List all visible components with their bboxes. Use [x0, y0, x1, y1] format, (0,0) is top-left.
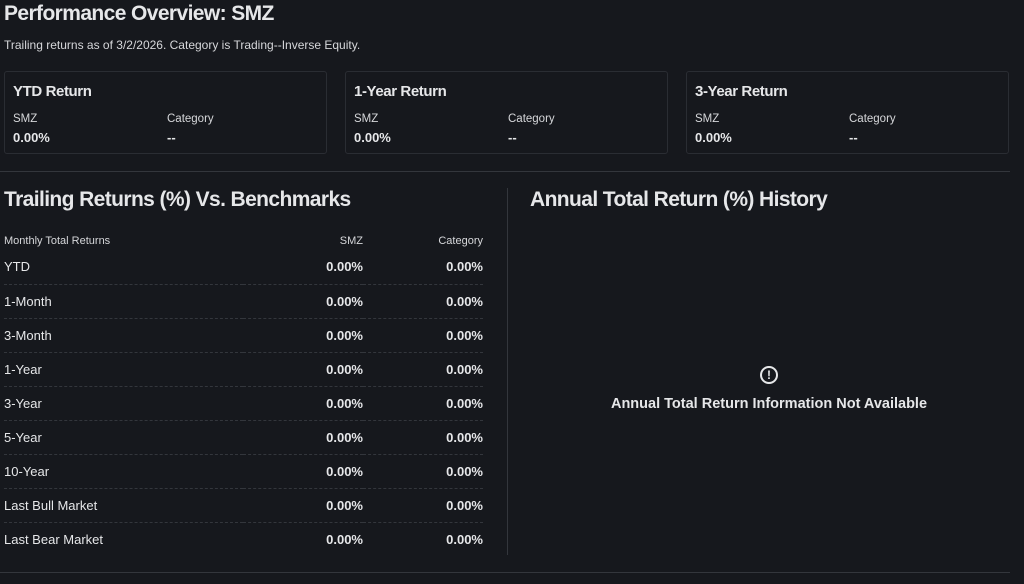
card-title: 1-Year Return [354, 83, 447, 100]
period-label: 10-Year [4, 454, 243, 489]
table-row: 10-Year 0.00% 0.00% [4, 454, 483, 489]
divider [0, 171, 1010, 172]
subtitle: Trailing returns as of 3/2/2026. Categor… [4, 38, 361, 52]
trailing-returns-heading: Trailing Returns (%) Vs. Benchmarks [4, 188, 351, 211]
fund-return: 0.00% [243, 250, 363, 285]
category-return: 0.00% [363, 420, 483, 455]
table-row: Last Bear Market 0.00% 0.00% [4, 522, 483, 556]
divider [0, 572, 1010, 573]
fund-return: 0.00% [326, 531, 363, 547]
table-row: 1-Year 0.00% 0.00% [4, 352, 483, 387]
table-row: Last Bull Market 0.00% 0.00% [4, 488, 483, 523]
fund-value: 0.00% [354, 130, 391, 145]
page-title: Performance Overview: SMZ [4, 2, 274, 25]
card-1-year-return: 1-Year Return SMZ 0.00% Category -- [345, 71, 668, 154]
fund-return: 0.00% [243, 488, 363, 523]
category-label: Category [849, 113, 896, 125]
table-row: YTD 0.00% 0.00% [4, 250, 483, 285]
category-return: 0.00% [363, 284, 483, 319]
period-label: 5-Year [4, 420, 243, 455]
category-return: 0.00% [363, 488, 483, 523]
category-label: Category [167, 113, 214, 125]
fund-return: 0.00% [243, 352, 363, 387]
period-label: 3-Year [4, 386, 243, 421]
category-value: -- [849, 130, 858, 145]
not-available-notice: ! Annual Total Return Information Not Av… [530, 366, 1008, 412]
not-available-message: Annual Total Return Information Not Avai… [610, 396, 928, 412]
category-return: 0.00% [363, 386, 483, 421]
period-label: 3-Month [4, 318, 243, 353]
card-title: YTD Return [13, 83, 92, 100]
period-label: Last Bear Market [4, 531, 103, 547]
period-label: YTD [4, 250, 243, 285]
category-return: 0.00% [363, 318, 483, 353]
period-label: Last Bull Market [4, 488, 243, 523]
fund-label: SMZ [354, 113, 379, 125]
fund-return: 0.00% [243, 420, 363, 455]
fund-return: 0.00% [243, 386, 363, 421]
card-title: 3-Year Return [695, 83, 788, 100]
annual-return-heading: Annual Total Return (%) History [530, 188, 828, 211]
card-3-year-return: 3-Year Return SMZ 0.00% Category -- [686, 71, 1009, 154]
fund-return: 0.00% [243, 318, 363, 353]
category-return: 0.00% [363, 454, 483, 489]
fund-return: 0.00% [243, 454, 363, 489]
category-return: 0.00% [363, 352, 483, 387]
category-value: -- [167, 130, 176, 145]
info-circle-icon: ! [760, 366, 778, 384]
trailing-returns-table: Monthly Total Returns SMZ Category YTD 0.… [4, 232, 483, 556]
column-header: SMZ [339, 235, 363, 247]
table-row: 3-Year 0.00% 0.00% [4, 386, 483, 421]
column-header: Monthly Total Returns [4, 235, 111, 247]
category-return: 0.00% [363, 250, 483, 285]
fund-label: SMZ [13, 113, 38, 125]
fund-value: 0.00% [695, 130, 732, 145]
category-value: -- [508, 130, 517, 145]
card-ytd-return: YTD Return SMZ 0.00% Category -- [4, 71, 327, 154]
fund-value: 0.00% [13, 130, 50, 145]
period-label: 1-Month [4, 284, 243, 319]
category-return: 0.00% [446, 531, 483, 547]
period-label: 1-Year [4, 352, 243, 387]
fund-return: 0.00% [243, 284, 363, 319]
table-row: 1-Month 0.00% 0.00% [4, 284, 483, 319]
table-row: 3-Month 0.00% 0.00% [4, 318, 483, 353]
category-label: Category [508, 113, 555, 125]
column-divider [507, 188, 508, 555]
table-row: 5-Year 0.00% 0.00% [4, 420, 483, 455]
fund-label: SMZ [695, 113, 720, 125]
column-header: Category [438, 235, 483, 247]
